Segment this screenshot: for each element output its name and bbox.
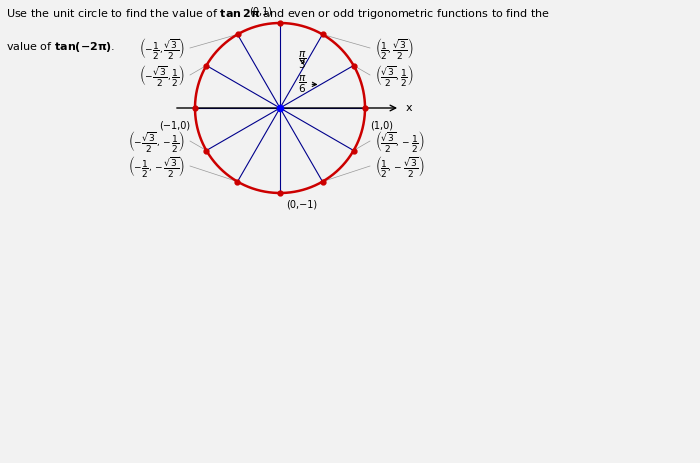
Text: (0,1): (0,1) xyxy=(249,6,272,16)
Text: $\dfrac{\pi}{3}$: $\dfrac{\pi}{3}$ xyxy=(298,50,307,71)
Text: $\left(\dfrac{1}{2}, \dfrac{\sqrt{3}}{2}\right)$: $\left(\dfrac{1}{2}, \dfrac{\sqrt{3}}{2}… xyxy=(375,36,414,61)
Text: $\left(-\dfrac{1}{2}, -\dfrac{\sqrt{3}}{2}\right)$: $\left(-\dfrac{1}{2}, -\dfrac{\sqrt{3}}{… xyxy=(128,154,185,179)
Text: value of $\mathbf{tan(-2\pi)}$.: value of $\mathbf{tan(-2\pi)}$. xyxy=(6,40,115,54)
Text: $\left(\dfrac{\sqrt{3}}{2}, \dfrac{1}{2}\right)$: $\left(\dfrac{\sqrt{3}}{2}, \dfrac{1}{2}… xyxy=(375,63,414,88)
Text: $\left(-\dfrac{\sqrt{3}}{2}, \dfrac{1}{2}\right)$: $\left(-\dfrac{\sqrt{3}}{2}, \dfrac{1}{2… xyxy=(139,63,185,88)
Text: (−1,0): (−1,0) xyxy=(159,120,190,130)
Text: $\left(\dfrac{\sqrt{3}}{2}, -\dfrac{1}{2}\right)$: $\left(\dfrac{\sqrt{3}}{2}, -\dfrac{1}{2… xyxy=(375,129,424,154)
Text: $\left(-\dfrac{1}{2}, \dfrac{\sqrt{3}}{2}\right)$: $\left(-\dfrac{1}{2}, \dfrac{\sqrt{3}}{2… xyxy=(139,36,185,61)
Text: $\left(-\dfrac{\sqrt{3}}{2}, -\dfrac{1}{2}\right)$: $\left(-\dfrac{\sqrt{3}}{2}, -\dfrac{1}{… xyxy=(128,129,185,154)
Text: $\dfrac{\pi}{6}$: $\dfrac{\pi}{6}$ xyxy=(298,73,316,94)
Text: x: x xyxy=(406,103,412,113)
Text: $\left(\dfrac{1}{2}, -\dfrac{\sqrt{3}}{2}\right)$: $\left(\dfrac{1}{2}, -\dfrac{\sqrt{3}}{2… xyxy=(375,154,424,179)
Text: (1,0): (1,0) xyxy=(370,120,393,130)
Text: (0,−1): (0,−1) xyxy=(286,199,317,209)
Text: Use the unit circle to find the value of $\mathbf{tan\,2\pi}$ and even or odd tr: Use the unit circle to find the value of… xyxy=(6,7,550,21)
